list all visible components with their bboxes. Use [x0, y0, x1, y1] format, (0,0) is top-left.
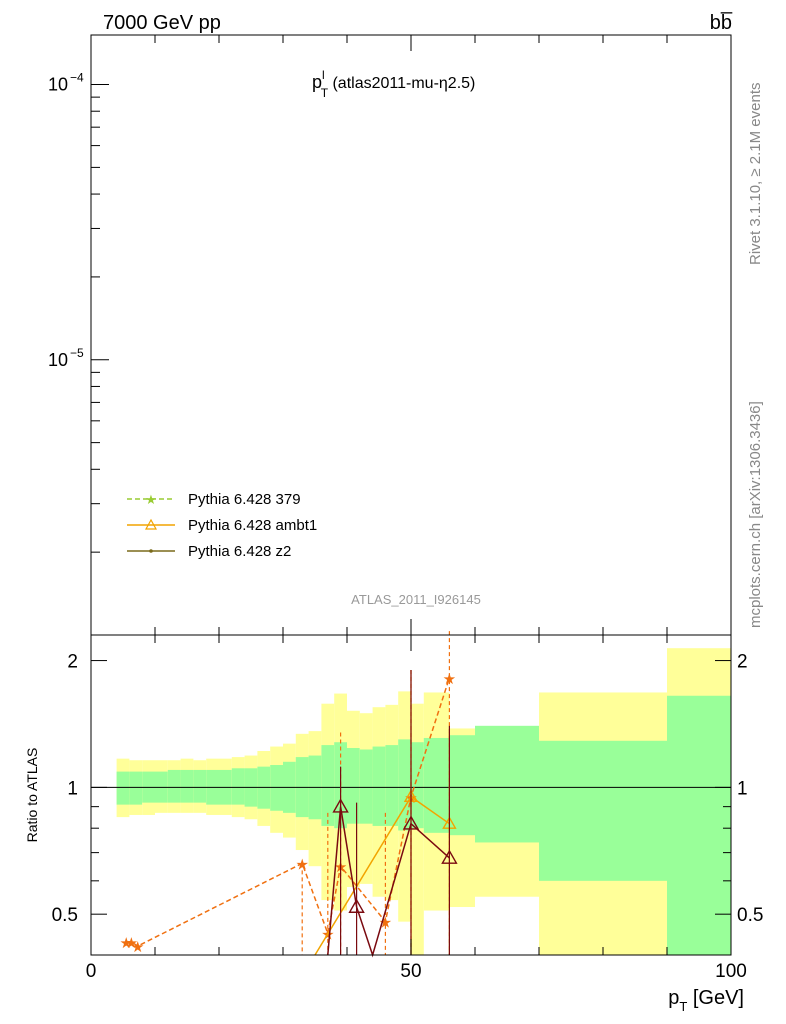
green-band [539, 740, 667, 881]
ratio-bands [116, 648, 731, 955]
data-point-star: ★ [131, 939, 144, 956]
ratio-y-tick-label-left: 2 [67, 652, 78, 673]
rivet-label: Rivet 3.1.10, ≥ 2.1M events [747, 83, 764, 266]
green-band [231, 768, 245, 805]
data-point-triangle [348, 898, 365, 913]
green-band [411, 742, 424, 829]
data-point-star: ★ [443, 671, 456, 688]
energy-label: 7000 GeV pp [103, 12, 221, 34]
green-band [180, 769, 194, 803]
data-point-triangle [402, 815, 420, 830]
green-band [116, 771, 130, 805]
x-axis-label: pT [GeV] [668, 987, 744, 1014]
title-superscript: l [322, 68, 325, 82]
ratio-y-tick-label-left: 0.5 [52, 905, 78, 926]
green-band [347, 748, 360, 824]
title-subscript: T [321, 86, 329, 100]
main-y-tick-label: 10 [48, 350, 68, 370]
green-band [270, 765, 283, 811]
legend-dot-icon [149, 549, 153, 553]
ratio-y-tick-label-right: 0.5 [737, 905, 763, 926]
data-point-triangle [441, 849, 458, 864]
legend: ★ Pythia 6.428 379 Pythia 6.428 ambt1 Py… [127, 491, 317, 560]
main-plot-frame [90, 34, 732, 636]
green-band [385, 745, 399, 826]
legend-entry-z2: Pythia 6.428 z2 [127, 543, 291, 560]
ratio-y-axis: 0.5 0.5 1 1 2 2 [52, 652, 764, 927]
ratio-y-label: Ratio to ATLAS [24, 748, 40, 843]
x-label-rest: [GeV] [687, 987, 744, 1009]
x-label-main: p [668, 987, 679, 1009]
main-y-tick-label: 10 [48, 75, 68, 95]
data-point-star: ★ [125, 935, 138, 952]
green-band [667, 695, 731, 955]
green-band [423, 737, 450, 833]
x-axis: 0 50 100 [86, 35, 747, 982]
x-tick-label: 0 [86, 961, 97, 982]
legend-entry-379: ★ Pythia 6.428 379 [127, 491, 301, 508]
main-y-tick-exponent: −5 [70, 346, 84, 360]
x-tick-label: 100 [715, 961, 747, 982]
source-label: mcplots.cern.ch [arXiv:1306.3436] [747, 401, 764, 628]
green-band [372, 746, 386, 826]
main-y-axis: 10−410−5 [48, 71, 109, 636]
green-band [449, 735, 475, 836]
legend-star-icon: ★ [145, 492, 157, 507]
data-point-star: ★ [379, 915, 392, 932]
legend-label-379: Pythia 6.428 379 [188, 491, 301, 508]
green-band [321, 745, 335, 826]
legend-label-ambt1: Pythia 6.428 ambt1 [188, 517, 317, 534]
analysis-watermark: ATLAS_2011_I926145 [351, 592, 481, 607]
data-point-triangle [332, 798, 349, 813]
green-band [129, 771, 143, 805]
green-band [398, 739, 411, 831]
ratio-y-tick-label-left: 1 [67, 778, 78, 799]
ratio-y-tick-label-right: 2 [737, 652, 748, 673]
legend-triangle-icon [144, 518, 158, 530]
ratio-y-tick-label-right: 1 [737, 778, 748, 799]
green-band [475, 725, 539, 843]
title-rest: (atlas2011-mu-η2.5) [328, 75, 475, 92]
legend-label-z2: Pythia 6.428 z2 [188, 543, 291, 560]
green-band [167, 769, 181, 803]
green-band [193, 769, 207, 803]
series-line [126, 677, 451, 947]
x-tick-label: 50 [400, 961, 421, 982]
plot-title: pl T (atlas2011-mu-η2.5) [312, 68, 475, 100]
data-point-star: ★ [295, 856, 308, 873]
title-main: p [312, 72, 322, 92]
legend-entry-ambt1: Pythia 6.428 ambt1 [127, 517, 317, 534]
green-band [359, 749, 373, 824]
ratio-series: ★★★★★★★★★ [119, 631, 458, 958]
x-label-subscript: T [679, 999, 687, 1014]
process-label: bb̅ [710, 11, 733, 34]
data-point-star: ★ [119, 935, 132, 952]
main-y-tick-exponent: −4 [70, 71, 84, 85]
